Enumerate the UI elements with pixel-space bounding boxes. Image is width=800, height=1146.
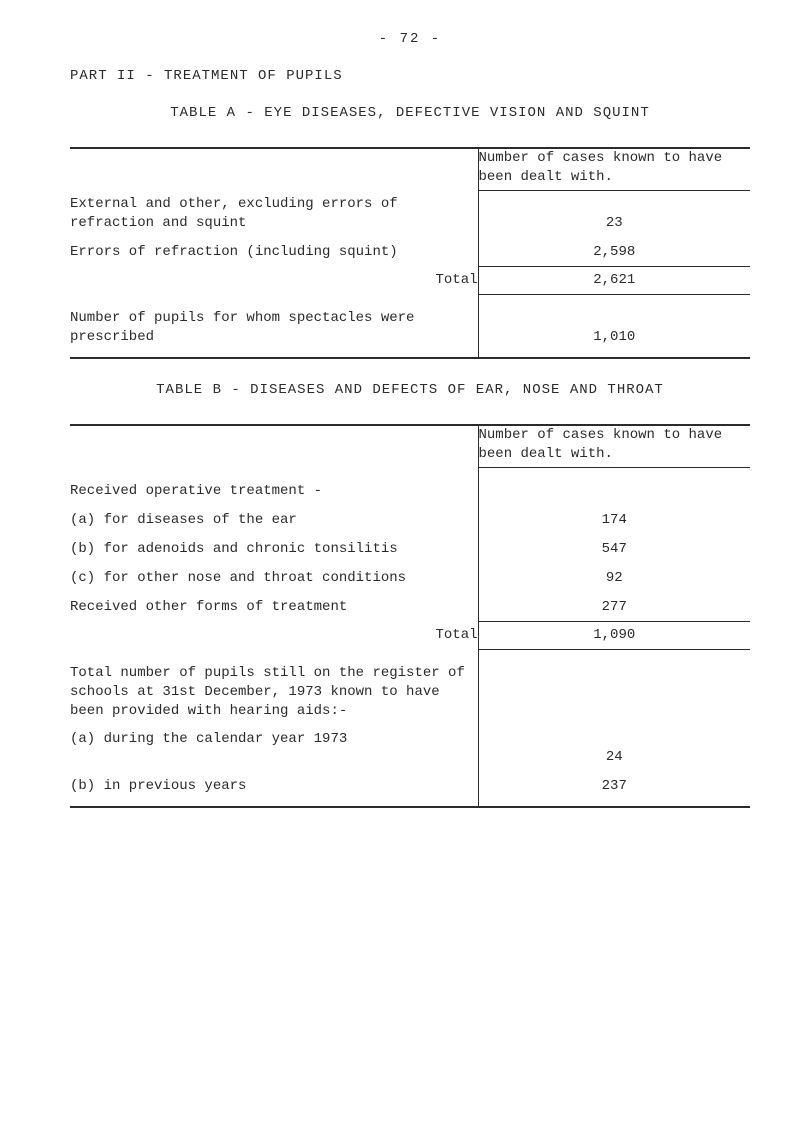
table-row-label: (c) for other nose and throat conditions [70,569,478,588]
table-row-label: Errors of refraction (including squint) [70,243,478,262]
table-b-total-label: Total [70,626,478,645]
table-row-value: 92 [478,569,750,588]
table-row-value: 547 [478,540,750,559]
other-forms-value: 277 [478,598,750,617]
table-a-total-label: Total [70,271,478,290]
table-b-header: Number of cases known to have been dealt… [478,426,750,464]
part-heading: PART II - TREATMENT OF PUPILS [70,67,750,86]
page-number: - 72 - [70,30,750,49]
table-row-value: 237 [478,777,750,796]
table-row-value: 174 [478,511,750,530]
spectacles-value: 1,010 [478,309,750,347]
table-b-title: TABLE B - DISEASES AND DEFECTS OF EAR, N… [70,381,750,400]
table-a: Number of cases known to have been dealt… [70,149,750,357]
table-a-title: TABLE A - EYE DISEASES, DEFECTIVE VISION… [70,104,750,123]
table-b-total-value: 1,090 [478,626,750,645]
rule [70,806,750,808]
table-row-label: (b) for adenoids and chronic tonsilitis [70,540,478,559]
table-row-label: (b) in previous years [70,777,478,796]
table-row-value: 24 [478,730,750,767]
table-row-label: External and other, excluding errors of … [70,195,478,233]
table-row-label: (a) for diseases of the ear [70,511,478,530]
table-a-header: Number of cases known to have been dealt… [478,149,750,187]
operative-label: Received operative treatment - [70,482,478,501]
table-a-total-value: 2,621 [478,271,750,290]
table-row-label: (a) during the calendar year 1973 [70,730,478,767]
table-row-value: 2,598 [478,243,750,262]
table-row-value: 23 [478,195,750,233]
other-forms-label: Received other forms of treatment [70,598,478,617]
table-b: Number of cases known to have been dealt… [70,426,750,807]
spectacles-label: Number of pupils for whom spectacles wer… [70,309,478,347]
register-label: Total number of pupils still on the regi… [70,664,478,721]
